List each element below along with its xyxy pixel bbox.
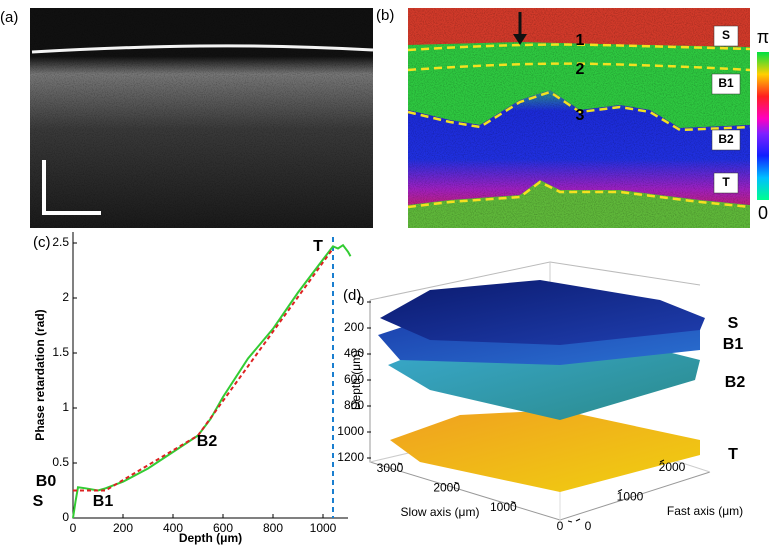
x-tick-label: 0 xyxy=(70,521,77,535)
panel-label: (d) xyxy=(343,287,361,304)
layer-label: B2 xyxy=(725,374,746,391)
slow-tick xyxy=(511,501,516,504)
x-tick-label: 200 xyxy=(113,521,133,535)
y-tick-label: 0 xyxy=(62,510,69,524)
panel-label: (c) xyxy=(33,234,51,251)
slow-tick-label: 0 xyxy=(557,519,564,533)
fast-tick-label: 0 xyxy=(585,519,592,533)
layer-label: S xyxy=(728,315,739,332)
fast-tick xyxy=(659,459,665,463)
y-tick-label: 1 xyxy=(62,400,69,414)
layer-label: B1 xyxy=(723,336,744,353)
annotation: S xyxy=(33,493,44,510)
panel-b-image xyxy=(407,8,769,228)
y-tick-label: 2 xyxy=(62,290,69,304)
annotation: B2 xyxy=(197,433,218,450)
layer-label: T xyxy=(728,446,738,463)
layer-label: B2 xyxy=(718,132,734,146)
fast-axis-label: Fast axis (μm) xyxy=(667,504,743,518)
box-edge xyxy=(369,300,711,521)
annotation: B1 xyxy=(93,493,114,510)
y-tick-label: 1.5 xyxy=(52,345,69,359)
colorbar-label: π xyxy=(757,27,769,47)
axis xyxy=(72,232,348,519)
boundary-label: 2 xyxy=(576,61,585,78)
slow-tick xyxy=(454,481,459,484)
colorbar-label: 0 xyxy=(758,203,768,223)
surface-s xyxy=(380,280,705,345)
fast-tick-label: 2000 xyxy=(659,460,686,474)
slow-tick-label: 2000 xyxy=(433,481,460,495)
annotation: B0 xyxy=(36,473,57,490)
z-tick-label: 800 xyxy=(344,398,364,412)
z-tick-label: 1200 xyxy=(337,450,364,464)
z-tick-label: 400 xyxy=(344,346,364,360)
panel-a-image xyxy=(30,8,374,228)
slow-tick xyxy=(397,462,403,465)
layer-label: T xyxy=(722,175,730,189)
z-tick-label: 0 xyxy=(357,294,364,308)
layer-label: S xyxy=(722,28,730,42)
y-axis-label: Phase retardation (rad) xyxy=(33,309,47,440)
slow-tick-label: 1000 xyxy=(490,500,517,514)
z-axis-label: Depth (μm) xyxy=(349,350,363,410)
fast-tick xyxy=(575,518,581,522)
slow-tick xyxy=(567,520,573,523)
slow-tick-label: 3000 xyxy=(377,461,404,475)
z-tick-label: 600 xyxy=(344,372,364,386)
z-tick-label: 200 xyxy=(344,320,364,334)
data-line xyxy=(73,247,334,492)
fast-tick xyxy=(617,489,623,492)
z-tick-label: 1000 xyxy=(337,424,364,438)
x-tick-label: 800 xyxy=(263,521,283,535)
y-tick-label: 0.5 xyxy=(52,455,69,469)
x-tick-label: 1000 xyxy=(310,521,337,535)
boundary-label: 1 xyxy=(576,32,585,49)
panel-label: (b) xyxy=(376,7,394,24)
slow-axis-label: Slow axis (μm) xyxy=(401,505,480,519)
data-line xyxy=(72,243,352,519)
x-tick-label: 400 xyxy=(163,521,183,535)
surface-t xyxy=(390,410,700,492)
fast-tick-label: 1000 xyxy=(617,490,644,504)
layer-label: B1 xyxy=(718,76,734,90)
x-axis-label: Depth (μm) xyxy=(179,531,242,545)
boundary-label: 3 xyxy=(576,107,585,124)
y-tick-label: 2.5 xyxy=(52,235,69,249)
annotation: T xyxy=(313,238,323,255)
x-tick-label: 600 xyxy=(213,521,233,535)
panel-label: (a) xyxy=(0,9,18,26)
